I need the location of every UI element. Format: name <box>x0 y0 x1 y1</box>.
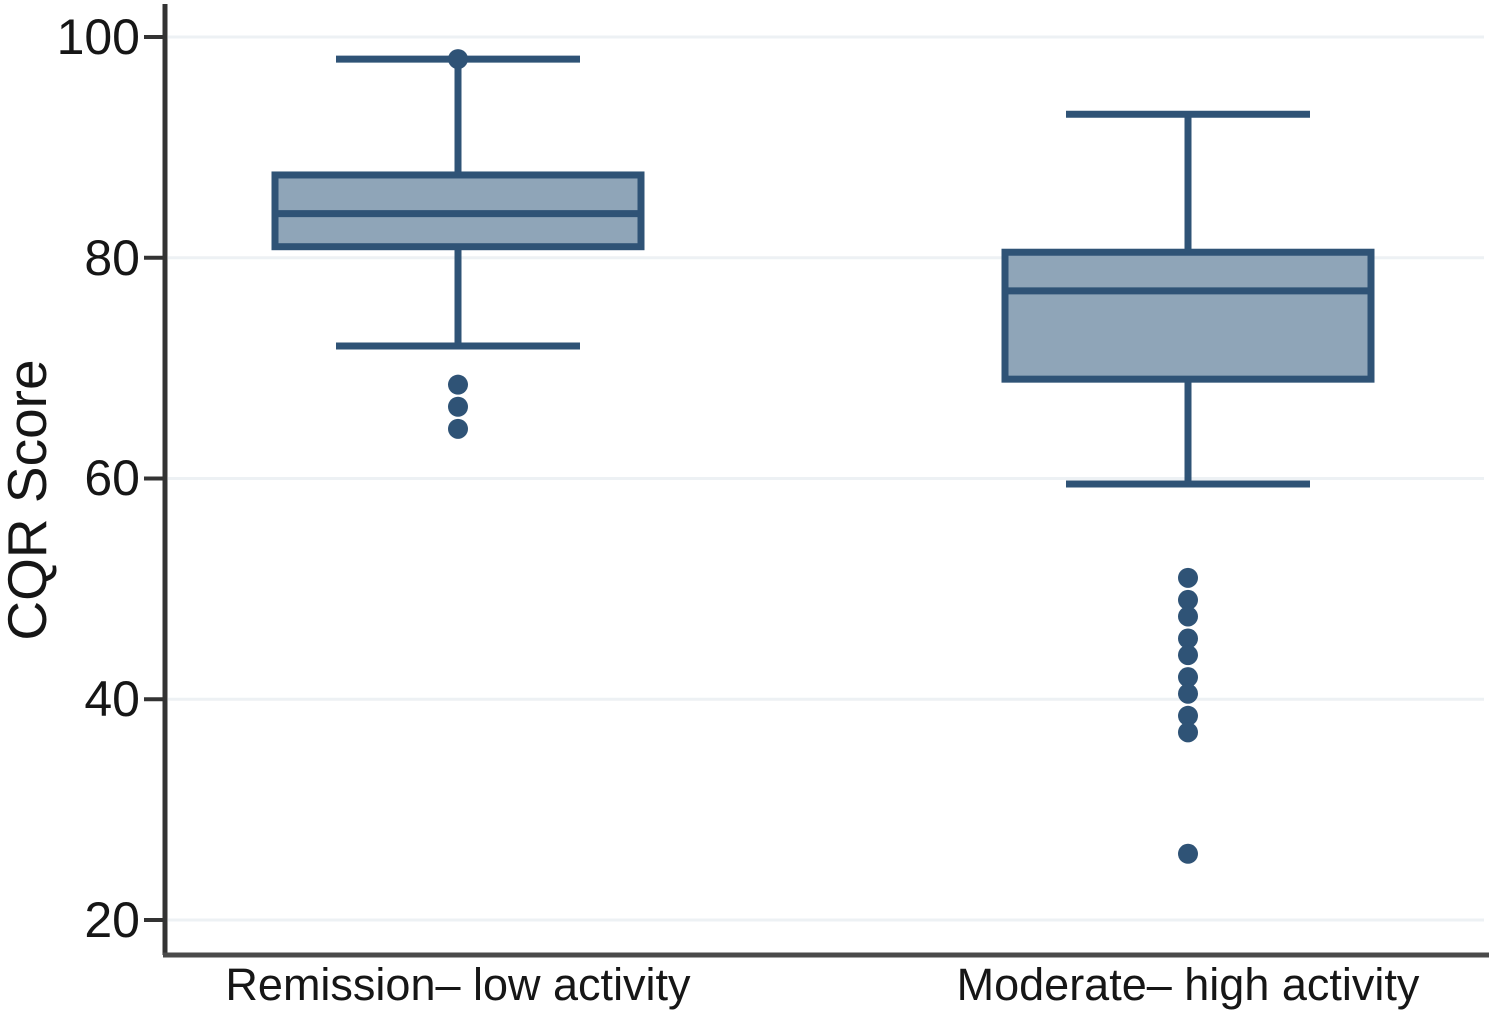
y-axis-title: CQR Score <box>0 359 58 641</box>
x-category-label-moderate-high-activity: Moderate– high activity <box>956 959 1420 1010</box>
outlier-dot <box>448 396 468 417</box>
boxplot-group-0 <box>271 49 645 439</box>
y-tick-label: 40 <box>84 671 140 727</box>
outlier-dot <box>1178 843 1198 864</box>
outlier-dot <box>448 418 468 439</box>
outlier-dot <box>1178 589 1198 610</box>
outlier-dot <box>1178 683 1198 704</box>
outlier-dot <box>1178 628 1198 649</box>
outlier-dot <box>1178 705 1198 726</box>
outlier-dot <box>1178 567 1198 588</box>
box-iqr <box>1001 248 1375 383</box>
y-tick-label: 20 <box>84 892 140 948</box>
outlier-dot <box>1178 667 1198 688</box>
outlier-dot <box>1178 722 1198 743</box>
y-tick-label: 100 <box>56 9 140 65</box>
outlier-dot <box>448 374 468 395</box>
outlier-dot <box>1178 645 1198 666</box>
x-category-label-remission-low-activity: Remission– low activity <box>225 959 691 1010</box>
boxplot-group-1 <box>1001 110 1375 864</box>
y-tick-label: 80 <box>84 230 140 286</box>
y-tick-label: 60 <box>84 450 140 506</box>
outlier-dot <box>448 49 468 70</box>
outlier-dot <box>1178 606 1198 627</box>
